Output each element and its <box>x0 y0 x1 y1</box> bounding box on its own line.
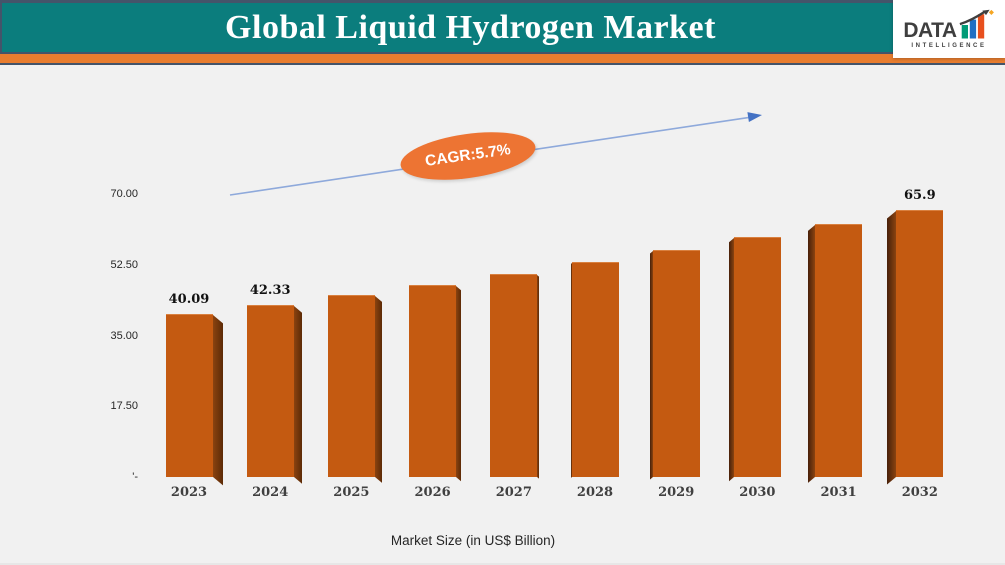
page-bottom-border <box>0 563 1005 565</box>
data-label-2023: 40.09 <box>168 291 210 307</box>
data-label-2032: 65.9 <box>903 187 936 203</box>
cagr-badge: CAGR:5.7% <box>397 124 539 188</box>
bar-face <box>652 250 700 477</box>
y-axis-tick: '- <box>132 471 138 483</box>
y-axis-tick: 70.00 <box>110 188 138 200</box>
bar-2029 <box>649 250 700 480</box>
cagr-label: CAGR:5.7% <box>424 141 512 170</box>
bar-3d-side <box>456 285 462 482</box>
bar-2032 <box>887 209 944 485</box>
header-divider <box>0 52 1005 54</box>
y-axis-tick: 35.00 <box>110 329 138 342</box>
bar-3d-side <box>537 274 540 479</box>
logo-text: DATA <box>903 19 957 43</box>
bar-2030 <box>728 237 781 482</box>
bar-3d-side <box>887 210 897 485</box>
x-axis-tick-2027: 2027 <box>495 485 532 500</box>
bar-3d-side <box>374 296 382 483</box>
header-orange-stripe <box>0 54 1005 63</box>
y-axis-tick: 17.50 <box>110 400 138 413</box>
logo-wordmark: DATA <box>903 9 994 41</box>
header-banner: Global Liquid Hydrogen Market <box>0 3 1005 52</box>
x-axis-title: Market Size (in US$ Billion) <box>390 533 556 548</box>
bar-face <box>409 284 457 477</box>
x-axis-tick-2028: 2028 <box>576 485 614 500</box>
bar-2023 <box>165 313 223 486</box>
bar-2031 <box>808 223 863 483</box>
bar-2026 <box>409 284 462 482</box>
data-label-2024: 42.33 <box>249 282 291 298</box>
chart-area: CAGR:5.7% 70.00 52.50 35.00 17.50 '- 40.09 20… <box>0 65 1005 565</box>
x-axis-tick-2029: 2029 <box>658 485 695 500</box>
x-axis-tick-2030: 2030 <box>739 485 776 500</box>
bar-face <box>571 262 619 477</box>
logo: DATA INTELLIGENCE <box>893 0 1005 58</box>
x-axis-tick-2026: 2026 <box>414 485 451 500</box>
bar-face <box>327 295 375 477</box>
x-axis-tick-2031: 2031 <box>820 485 857 500</box>
y-axis-tick: 52.50 <box>110 258 138 271</box>
header-top-border <box>0 0 1005 3</box>
bar-face <box>815 223 863 477</box>
bar-face <box>733 237 781 477</box>
bar-2027 <box>490 273 540 479</box>
bar-3d-side <box>293 305 302 484</box>
bar-2024 <box>246 304 302 484</box>
x-axis-tick-2024: 2024 <box>252 485 289 500</box>
bar-2028 <box>570 262 619 478</box>
page-title: Global Liquid Hydrogen Market <box>225 8 716 46</box>
header-divider-bottom <box>0 63 1005 65</box>
bar-face <box>165 313 213 477</box>
bar-face <box>246 304 294 477</box>
bar-face <box>490 273 538 477</box>
x-axis-tick-2023: 2023 <box>170 485 208 500</box>
bar-2025 <box>327 295 382 483</box>
bar-3d-side <box>808 224 816 483</box>
logo-subtitle: INTELLIGENCE <box>911 43 987 49</box>
bar-3d-side <box>212 314 223 486</box>
bar-face <box>896 209 944 477</box>
x-axis-tick-2025: 2025 <box>333 485 370 500</box>
bar-chart-growth-arrow-icon <box>959 9 994 39</box>
x-axis-tick-2032: 2032 <box>901 485 938 500</box>
